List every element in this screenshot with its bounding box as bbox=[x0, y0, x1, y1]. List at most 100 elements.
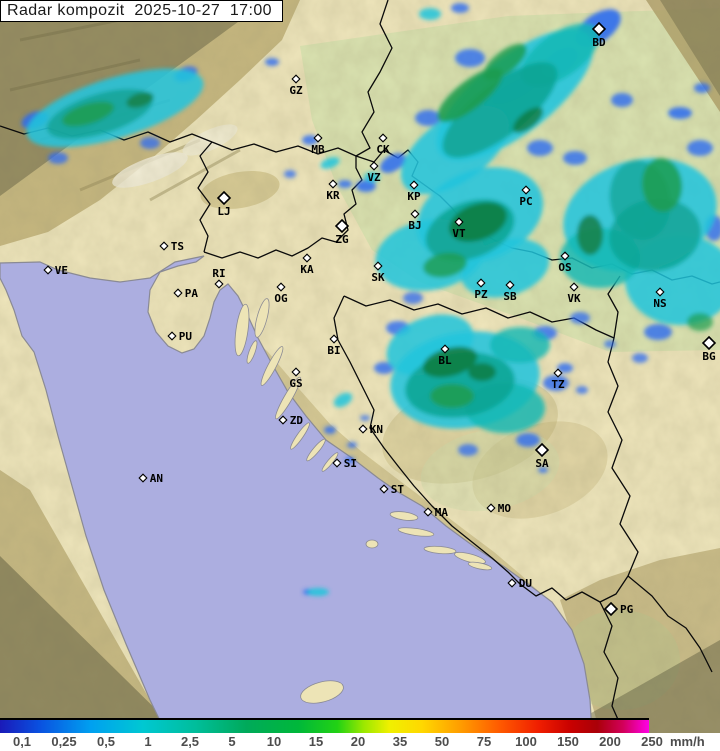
city-marker-PU: PU bbox=[167, 330, 193, 343]
precip-blob bbox=[516, 433, 540, 447]
precip-blob bbox=[374, 362, 394, 374]
precip-blob bbox=[576, 386, 588, 394]
city-diamond-icon bbox=[603, 601, 619, 617]
legend-unit-label: mm/h bbox=[670, 734, 705, 749]
legend-tick-250: 250 bbox=[641, 734, 663, 749]
city-label: SB bbox=[503, 290, 517, 303]
precip-blob bbox=[687, 313, 713, 331]
precip-blob bbox=[632, 353, 648, 363]
city-label: KA bbox=[300, 263, 314, 276]
city-marker-TS: TS bbox=[159, 240, 184, 253]
city-label: ZD bbox=[290, 414, 304, 427]
precip-blob bbox=[333, 392, 353, 408]
city-label: VZ bbox=[367, 171, 381, 184]
city-label: PU bbox=[179, 330, 193, 343]
precip-blob bbox=[62, 101, 114, 127]
city-diamond-icon bbox=[313, 133, 323, 143]
city-marker-KA: KA bbox=[300, 253, 314, 276]
precip-blob bbox=[468, 363, 496, 381]
city-diamond-icon bbox=[167, 331, 177, 341]
precip-blob bbox=[324, 426, 336, 434]
city-diamond-icon bbox=[553, 368, 563, 378]
city-label: MA bbox=[435, 506, 449, 519]
precip-blob bbox=[347, 442, 357, 448]
city-diamond-icon bbox=[701, 335, 717, 351]
city-diamond-icon bbox=[276, 282, 286, 292]
city-marker-BL: BL bbox=[438, 344, 452, 367]
precip-blob bbox=[577, 215, 603, 255]
precip-blob bbox=[611, 93, 633, 107]
legend: mm/h 0,1 0,25 0,5 1 2,5 5 10 15 20 35 50 75 100 150 20… bbox=[0, 718, 720, 751]
city-marker-OS: OS bbox=[558, 251, 572, 274]
precip-blob bbox=[423, 252, 467, 278]
city-label: AN bbox=[150, 472, 163, 485]
city-diamond-icon bbox=[216, 190, 232, 206]
precip-blob bbox=[430, 384, 474, 408]
precip-blob bbox=[641, 158, 683, 212]
city-diamond-icon bbox=[291, 367, 301, 377]
city-label: CK bbox=[376, 143, 390, 156]
precip-blob bbox=[345, 457, 355, 463]
city-label: SK bbox=[371, 271, 385, 284]
city-label: LJ bbox=[217, 205, 230, 218]
city-label: VK bbox=[567, 292, 581, 305]
city-marker-PZ: PZ bbox=[474, 278, 488, 301]
precip-blob bbox=[604, 340, 616, 348]
precip-blob bbox=[126, 92, 154, 108]
precip-blob bbox=[557, 363, 573, 373]
city-diamond-icon bbox=[328, 179, 338, 189]
legend-tick-50: 50 bbox=[434, 734, 450, 749]
city-diamond-icon bbox=[278, 415, 288, 425]
legend-tick-0,5: 0,5 bbox=[96, 734, 116, 749]
precip-blob bbox=[694, 83, 710, 93]
city-label: SA bbox=[535, 457, 549, 470]
precip-blob bbox=[512, 107, 544, 133]
city-label: MB bbox=[311, 143, 325, 156]
precip-blob bbox=[570, 312, 590, 324]
legend-tick-75: 75 bbox=[476, 734, 492, 749]
city-marker-SA: SA bbox=[534, 442, 550, 470]
city-label: SI bbox=[344, 457, 357, 470]
city-marker-BD: BD bbox=[591, 21, 607, 49]
city-label: VE bbox=[55, 264, 68, 277]
precip-blob bbox=[380, 153, 406, 173]
precip-blob bbox=[490, 327, 550, 363]
legend-tick-10: 10 bbox=[266, 734, 282, 749]
precip-blob bbox=[419, 8, 441, 20]
precip-blob bbox=[338, 180, 352, 188]
city-label: TS bbox=[171, 240, 184, 253]
city-marker-SI: SI bbox=[332, 457, 357, 470]
legend-tick-0,25: 0,25 bbox=[51, 734, 77, 749]
legend-tick-20: 20 bbox=[350, 734, 366, 749]
city-label: PZ bbox=[474, 288, 488, 301]
city-marker-KN: KN bbox=[358, 423, 383, 436]
legend-color-bar bbox=[0, 718, 649, 733]
city-diamond-icon bbox=[43, 265, 53, 275]
city-marker-DU: DU bbox=[507, 577, 532, 590]
city-diamond-icon bbox=[329, 334, 339, 344]
precip-blob bbox=[687, 140, 713, 156]
city-label: PC bbox=[519, 195, 532, 208]
city-diamond-icon bbox=[334, 218, 350, 234]
city-label: OG bbox=[274, 292, 288, 305]
city-marker-BG: BG bbox=[701, 335, 717, 363]
precip-blob bbox=[442, 62, 558, 158]
precip-blob bbox=[140, 137, 160, 149]
city-marker-MB: MB bbox=[311, 133, 325, 156]
legend-tick-5: 5 bbox=[228, 734, 236, 749]
legend-tick-150: 150 bbox=[557, 734, 579, 749]
city-diamond-icon bbox=[369, 161, 379, 171]
city-marker-OG: OG bbox=[274, 282, 288, 305]
city-marker-ZD: ZD bbox=[278, 414, 304, 427]
city-diamond-icon bbox=[534, 442, 550, 458]
city-marker-VK: VK bbox=[567, 282, 581, 305]
precip-blob bbox=[437, 68, 503, 122]
city-marker-PG: PG bbox=[603, 601, 634, 617]
city-marker-PC: PC bbox=[519, 185, 533, 208]
city-diamond-icon bbox=[655, 287, 665, 297]
city-label: GZ bbox=[289, 84, 303, 97]
city-marker-KR: KR bbox=[326, 179, 340, 202]
precip-blob bbox=[543, 375, 569, 391]
city-label: OS bbox=[558, 261, 571, 274]
